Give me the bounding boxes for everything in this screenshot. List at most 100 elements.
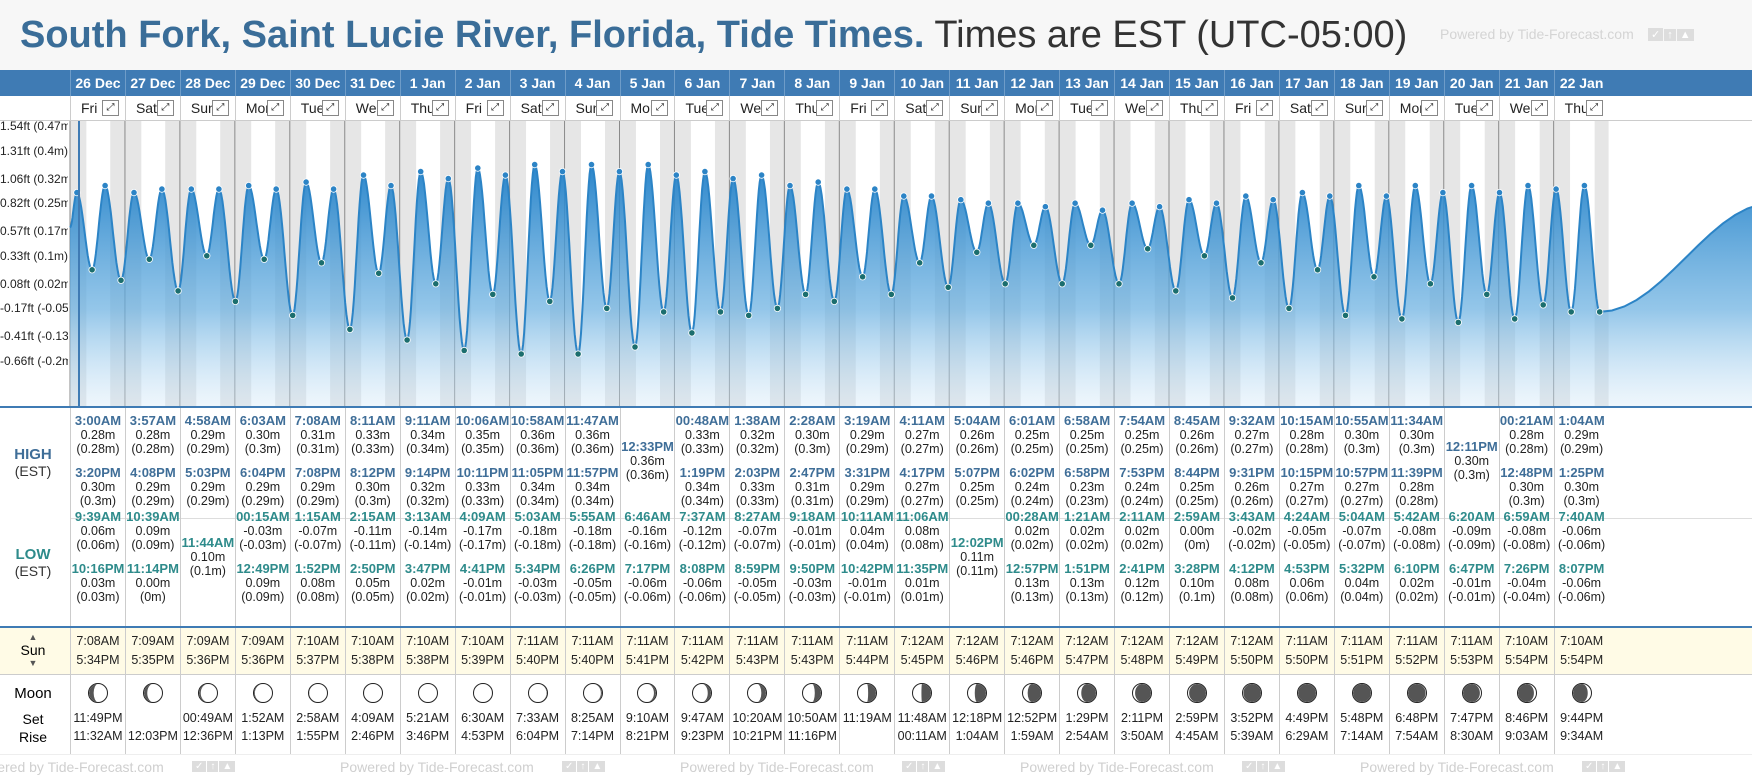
powered-by-watermark[interactable]: Powered by Tide-Forecast.com xyxy=(340,759,534,775)
expand-icon[interactable]: ⤢ xyxy=(431,100,449,116)
low-tide-time: 11:14PM xyxy=(126,561,179,576)
low-tide-point xyxy=(1398,315,1406,323)
high-tide-point xyxy=(672,171,680,179)
high-tide-entry: 11:05PM 0.34m (0.34m) xyxy=(511,466,565,509)
low-tide-time: 2:11AM xyxy=(1119,509,1165,524)
expand-icon[interactable]: ⤢ xyxy=(761,100,779,116)
powered-by-watermark[interactable]: Powered by Tide-Forecast.com xyxy=(1440,26,1634,42)
powered-by-watermark[interactable]: Powered by Tide-Forecast.com xyxy=(0,759,164,775)
tide-table-column: 10:55AM 0.30m (0.3m) 10:57PM 0.27m (0.27m) 5:0… xyxy=(1333,408,1389,626)
low-tide-height: -0.05m xyxy=(737,576,777,590)
low-tide-point xyxy=(546,297,554,305)
high-tide-height-alt: (0.33m) xyxy=(680,442,724,456)
sunrise-time: 7:09AM xyxy=(241,634,285,648)
high-tide-point xyxy=(215,185,223,193)
low-tide-height: -0.07m xyxy=(737,524,777,538)
high-tide-height: 0.27m xyxy=(904,480,940,494)
low-tide-time: 3:47PM xyxy=(404,561,451,576)
low-tide-entry: 8:27AM -0.07m (-0.07m) xyxy=(730,510,784,553)
weekday-cell: Sat ⤢ xyxy=(124,96,180,121)
expand-icon[interactable]: ⤢ xyxy=(1036,100,1054,116)
moonset-time: 6:48PM xyxy=(1395,711,1439,725)
expand-icon[interactable]: ⤢ xyxy=(1200,100,1218,116)
high-tide-entry: 12:33PM 0.36m (0.36m) xyxy=(621,440,675,483)
expand-icon[interactable]: ⤢ xyxy=(1365,100,1383,116)
low-tide-point xyxy=(375,269,383,277)
low-tide-point xyxy=(88,266,96,274)
high-tide-height: 0.24m xyxy=(1014,480,1050,494)
logo-icon: ▲ xyxy=(1269,761,1286,772)
low-tide-time: 6:46AM xyxy=(624,509,671,524)
expand-icon[interactable]: ⤢ xyxy=(871,100,889,116)
weekday-label: Mon xyxy=(630,100,658,116)
low-tide-height: 0.05m xyxy=(355,576,391,590)
low-tide-height-alt: (0.12m) xyxy=(1120,590,1164,604)
moonset-row-label: Set xyxy=(22,711,44,727)
logo-icon: ▲ xyxy=(1676,29,1694,41)
high-tide-height: 0.30m xyxy=(1564,480,1599,494)
high-tide-time: 1:25PM xyxy=(1558,465,1605,480)
high-tide-time: 6:01AM xyxy=(1008,413,1056,428)
expand-icon[interactable]: ⤢ xyxy=(266,100,284,116)
expand-icon[interactable]: ⤢ xyxy=(1145,100,1163,116)
sun-column: 7:12AM 5:46PM xyxy=(949,628,1004,674)
powered-by-watermark[interactable]: Powered by Tide-Forecast.com xyxy=(1360,759,1554,775)
low-tide-height: 0.00m xyxy=(1179,524,1215,538)
moonrise-time: 6:04PM xyxy=(516,729,560,743)
expand-icon[interactable]: ⤢ xyxy=(816,100,834,116)
expand-icon[interactable]: ⤢ xyxy=(651,100,669,116)
low-tide-height-alt: (0.04m) xyxy=(1340,590,1384,604)
expand-icon[interactable]: ⤢ xyxy=(706,100,724,116)
high-tide-height: 0.34m xyxy=(520,480,555,494)
moonset-time: 8:46PM xyxy=(1505,711,1549,725)
sun-row-label: ▲ Sun ▼ xyxy=(0,631,66,670)
expand-icon[interactable]: ⤢ xyxy=(101,100,119,116)
moon-column: 7:33AM 6:04PM xyxy=(509,675,565,754)
expand-icon[interactable]: ⤢ xyxy=(211,100,229,116)
expand-icon[interactable]: ⤢ xyxy=(1420,100,1438,116)
expand-icon[interactable]: ⤢ xyxy=(1530,100,1548,116)
high-tide-point xyxy=(501,171,509,179)
moon-column: 6:48PM 7:54AM xyxy=(1388,675,1444,754)
y-axis xyxy=(78,121,80,406)
weekday-label: Fri xyxy=(850,100,867,116)
expand-icon[interactable]: ⤢ xyxy=(596,100,614,116)
expand-icon[interactable]: ⤢ xyxy=(1255,100,1273,116)
low-tide-entry: 10:42PM -0.01m (-0.01m) xyxy=(840,562,894,605)
high-tide-point xyxy=(302,178,310,186)
high-tz-label: (EST) xyxy=(14,463,52,479)
expand-icon[interactable]: ⤢ xyxy=(486,100,504,116)
tide-table-column: 3:57AM 0.28m (0.28m) 4:08PM 0.29m (0.29m) 10:3… xyxy=(124,408,180,626)
powered-by-watermark[interactable]: Powered by Tide-Forecast.com xyxy=(680,759,874,775)
high-tide-height-alt: (0.36m) xyxy=(570,442,615,456)
expand-icon[interactable]: ⤢ xyxy=(541,100,559,116)
low-tide-height-alt: (0.05m) xyxy=(351,590,395,604)
low-tide-height: 0.06m xyxy=(1289,576,1325,590)
expand-icon[interactable]: ⤢ xyxy=(981,100,999,116)
powered-by-watermark[interactable]: Powered by Tide-Forecast.com xyxy=(1020,759,1214,775)
moon-column: 9:10AM 8:21PM xyxy=(619,675,675,754)
expand-icon[interactable]: ⤢ xyxy=(376,100,394,116)
expand-icon[interactable]: ⤢ xyxy=(321,100,339,116)
high-tide-time: 11:34AM xyxy=(1390,413,1444,428)
high-tide-height: 0.25m xyxy=(1069,428,1105,442)
high-tide-entry: 6:58AM 0.25m (0.25m) xyxy=(1060,414,1114,457)
high-tide-time: 9:32AM xyxy=(1228,413,1276,428)
high-tide-height: 0.28m xyxy=(1509,428,1545,442)
expand-icon[interactable]: ⤢ xyxy=(1585,100,1603,116)
moonrise-time: 7:14AM xyxy=(1340,729,1384,743)
moon-phase-icon xyxy=(197,683,218,703)
expand-icon[interactable]: ⤢ xyxy=(156,100,174,116)
expand-icon[interactable]: ⤢ xyxy=(1310,100,1328,116)
sunset-arrow-icon: ▼ xyxy=(28,658,38,668)
high-tide-time: 10:57PM xyxy=(1335,465,1389,480)
high-tide-height-alt: (0.25m) xyxy=(955,494,999,508)
low-tide-height-alt: (-0.09m) xyxy=(1448,538,1496,552)
low-tide-point xyxy=(460,346,468,355)
moon-phase-icon xyxy=(1351,683,1372,703)
high-tide-height-alt: (0.27m) xyxy=(900,442,944,456)
expand-icon[interactable]: ⤢ xyxy=(1475,100,1493,116)
expand-icon[interactable]: ⤢ xyxy=(1091,100,1109,116)
expand-icon[interactable]: ⤢ xyxy=(926,100,944,116)
